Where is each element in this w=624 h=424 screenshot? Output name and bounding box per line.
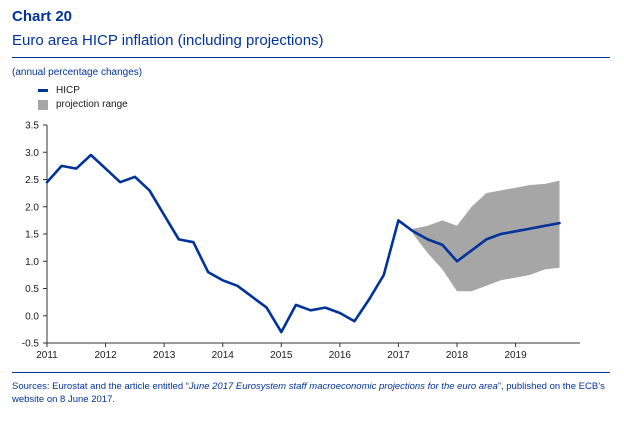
x-tick-label: 2011 [36, 350, 58, 361]
y-tick-labels: 3.5 3.0 2.5 2.0 1.5 1.0 0.5 0.0 -0.5 [22, 121, 40, 350]
x-tick-label: 2018 [446, 350, 469, 361]
legend-label-projection-range: projection range [56, 99, 128, 110]
y-tick-label: -0.5 [22, 339, 40, 350]
title-divider [12, 57, 610, 58]
y-tick-label: 0.5 [25, 284, 39, 295]
chart-subtitle: (annual percentage changes) [12, 67, 143, 78]
x-tick-label: 2017 [387, 350, 410, 361]
x-tick-label: 2013 [153, 350, 176, 361]
legend-swatch-hicp [38, 89, 48, 92]
hicp-series-line [45, 153, 561, 334]
y-tick-label: 1.0 [25, 257, 39, 268]
axes [43, 124, 580, 347]
source-divider [12, 372, 610, 373]
chart-plot: 3.53.02.52.01.51.00.50.0-0.5 2011 2012 201… [22, 121, 580, 361]
legend-item-projection-range: projection range [38, 99, 128, 110]
x-tick-labels: 2011 2012 2013 2014 2015 2016 2017 2018 2019 [36, 350, 527, 361]
y-tick-label: 1.5 [25, 230, 39, 241]
source-article-title: June 2017 Eurosystem staff macroeconomic… [188, 381, 498, 392]
projection-band-layer [413, 180, 560, 292]
y-tick-label: 0.0 [25, 311, 39, 322]
y-tick-label: 3.5 [25, 121, 39, 132]
legend-swatch-projection-range [38, 99, 48, 110]
chart-number: Chart 20 [12, 8, 73, 25]
y-tick-label: 2.5 [25, 175, 39, 186]
x-tick-label: 2012 [94, 350, 117, 361]
x-tick-label: 2014 [212, 350, 235, 361]
x-tick-label: 2019 [504, 350, 527, 361]
x-tick-label: 2015 [270, 350, 293, 361]
y-tick-label: 3.0 [25, 148, 39, 159]
hicp-line-layer [45, 153, 561, 334]
x-tick-label: 2016 [329, 350, 352, 361]
legend-item-hicp: HICP [38, 85, 80, 96]
source-prefix: Sources: Eurostat and the article entitl… [12, 381, 189, 392]
source-suffix: ”, published on the ECB’s website on 8 J… [12, 381, 605, 405]
source-note: Sources: Eurostat and the article entitl… [12, 380, 612, 406]
projection-range-band [413, 180, 560, 292]
legend-label-hicp: HICP [56, 85, 80, 96]
y-tick-label: 2.0 [25, 202, 39, 213]
chart-title: Euro area HICP inflation (including proj… [12, 32, 324, 49]
